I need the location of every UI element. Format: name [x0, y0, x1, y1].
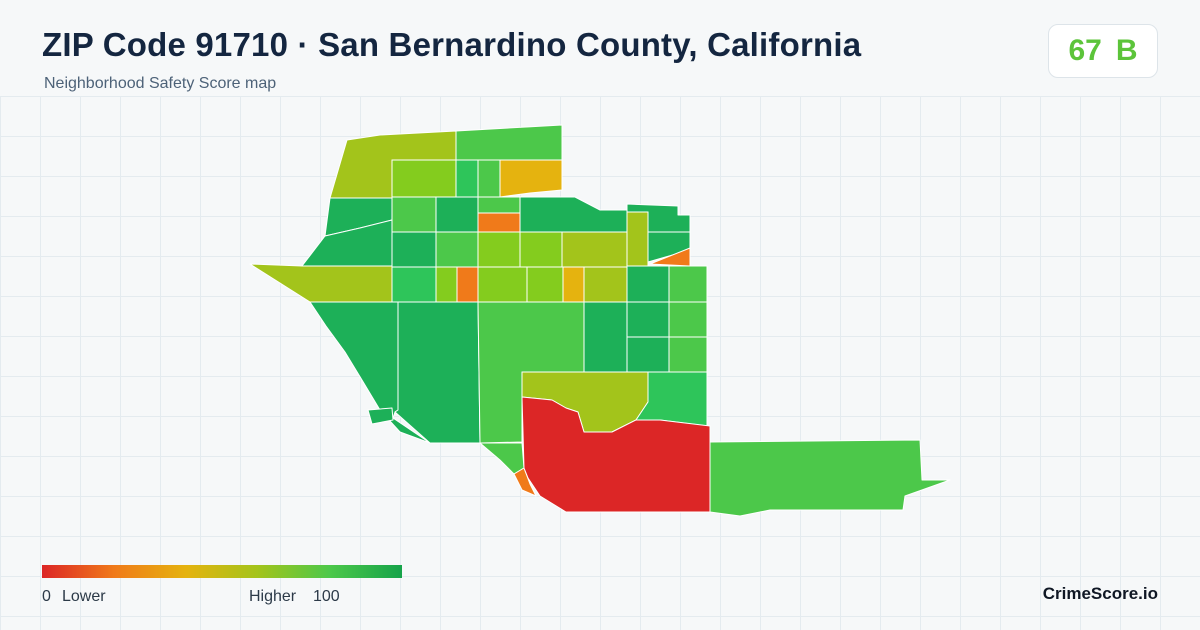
map-area-c5[interactable] — [391, 231, 437, 268]
map-area-orange-block[interactable] — [477, 212, 521, 233]
map-area-east-extension[interactable] — [709, 425, 951, 517]
legend-high-label: Higher — [249, 588, 297, 605]
legend-low-label: Lower — [62, 588, 106, 605]
map-area-sw-orange[interactable] — [513, 467, 537, 497]
map-area-north-strip[interactable] — [455, 124, 563, 161]
map-area-red-south[interactable] — [521, 396, 711, 513]
map-area-c8[interactable] — [519, 231, 563, 268]
map-area-ne-orange[interactable] — [649, 247, 691, 267]
map-area-m1[interactable] — [391, 266, 437, 303]
map-area-m3[interactable] — [477, 266, 528, 303]
score-value: 67 — [1068, 34, 1102, 67]
legend-color-scale — [42, 565, 402, 578]
legend-high-value: 100 — [313, 588, 340, 605]
map-area-c-dg-2[interactable] — [626, 301, 670, 338]
map-area-c-g-3[interactable] — [668, 336, 708, 373]
map-area-n-lime-1[interactable] — [391, 159, 457, 198]
map-area-m6[interactable] — [626, 265, 670, 303]
page-subtitle: Neighborhood Safety Score map — [44, 75, 277, 92]
map-area-sw-center[interactable] — [394, 301, 481, 444]
map-area-c-dg-1[interactable] — [583, 301, 628, 373]
map-area-n-gold[interactable] — [499, 159, 563, 198]
brand-logo-text: CrimeScore.io — [1042, 584, 1158, 603]
map-area-c10[interactable] — [626, 211, 649, 268]
map-area-c-dg-3[interactable] — [626, 336, 670, 373]
map-area-orange-narrow[interactable] — [456, 266, 479, 303]
map-area-m5[interactable] — [583, 266, 628, 303]
map-area-sw-tail[interactable] — [479, 442, 525, 475]
map-area-c-g-2[interactable] — [668, 301, 708, 338]
score-grade: B — [1115, 34, 1138, 67]
map-area-m4[interactable] — [526, 266, 564, 303]
map-area-m2[interactable] — [435, 266, 458, 303]
map-area-sw-islet[interactable] — [367, 407, 394, 425]
safety-score-badge: 67 B — [1048, 24, 1158, 78]
map-area-west-strip[interactable] — [249, 263, 393, 303]
map-area-gold-narrow[interactable] — [562, 266, 585, 303]
legend-low-value: 0 — [42, 588, 51, 605]
map-area-c4[interactable] — [519, 196, 628, 233]
map-area-c7[interactable] — [477, 231, 521, 268]
map-area-m7[interactable] — [668, 265, 708, 303]
map-area-c3[interactable] — [477, 196, 521, 214]
map-area-c2[interactable] — [435, 196, 479, 233]
map-area-c1[interactable] — [391, 196, 437, 233]
page-title: ZIP Code 91710 · San Bernardino County, … — [42, 26, 862, 63]
map-area-n-green-1[interactable] — [455, 159, 479, 198]
map-area-n-green-2[interactable] — [477, 159, 501, 198]
map-area-c9[interactable] — [561, 231, 628, 268]
map-area-c6[interactable] — [435, 231, 479, 268]
